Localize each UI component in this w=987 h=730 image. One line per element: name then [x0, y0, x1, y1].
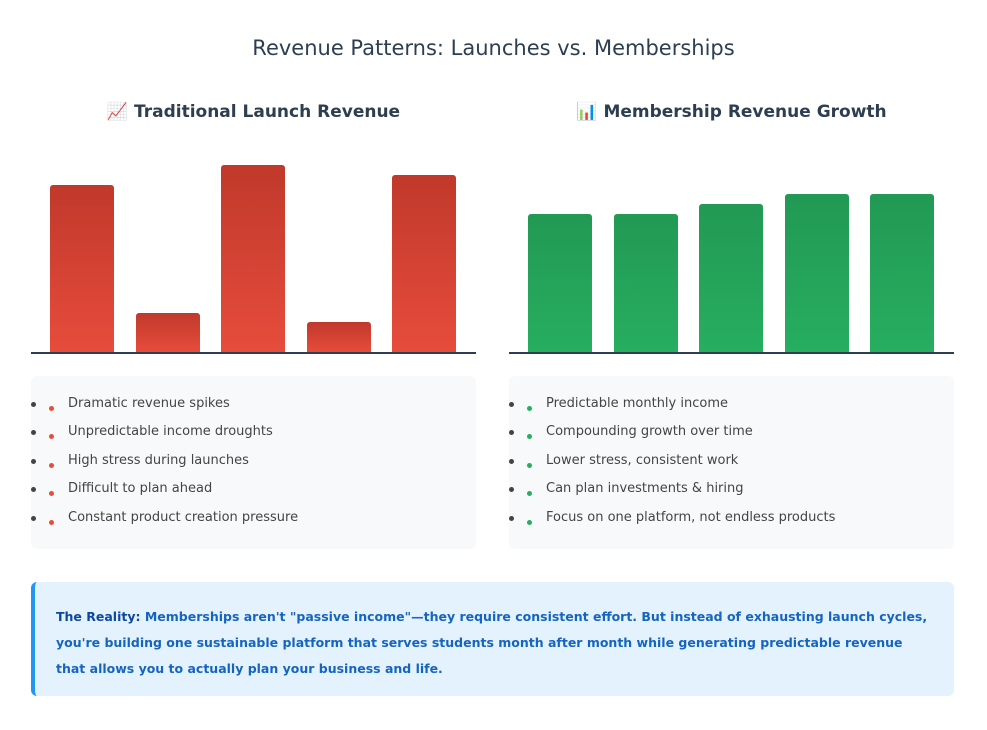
bullet-icon	[49, 406, 54, 411]
bar	[870, 194, 934, 352]
list-item-text: Focus on one platform, not endless produ…	[546, 509, 836, 525]
bullet-icon	[527, 406, 532, 411]
bullet-icon	[49, 462, 54, 468]
list-item: Lower stress, consistent work	[509, 447, 954, 475]
callout-label: The Reality:	[56, 609, 141, 624]
bar	[221, 164, 285, 352]
list-item-text: Can plan investments & hiring	[546, 481, 744, 497]
bullet-icon	[31, 487, 36, 493]
page-title: Revenue Patterns: Launches vs. Membershi…	[252, 36, 735, 60]
list-item: Focus on one platform, not endless produ…	[509, 504, 954, 532]
bullet-icon	[527, 491, 532, 497]
list-item: Can plan investments & hiring	[509, 475, 954, 503]
bullet-icon	[31, 430, 36, 436]
bullet-icon	[31, 402, 36, 407]
list-item: High stress during launches	[31, 447, 476, 475]
bar	[784, 194, 849, 352]
bar	[613, 214, 678, 352]
bullet-icon	[527, 434, 532, 440]
membership-chart-title: 📊 Membership Revenue Growth	[576, 102, 887, 122]
bullet-icon	[509, 515, 514, 521]
bullet-icon	[509, 487, 514, 493]
bullet-icon	[31, 515, 36, 521]
launch-chart-title: 📈 Traditional Launch Revenue	[106, 102, 401, 122]
list-item: Constant product creation pressure	[31, 504, 476, 532]
bullet-icon	[527, 519, 532, 525]
list-item-text: Predictable monthly income	[546, 396, 728, 411]
bullet-icon	[49, 491, 54, 497]
bullet-icon	[509, 402, 514, 407]
list-item: Difficult to plan ahead	[31, 475, 476, 503]
bullet-icon	[509, 458, 514, 464]
bar	[50, 184, 114, 352]
list-item: Predictable monthly income	[509, 390, 954, 418]
bullet-icon	[527, 462, 532, 468]
list-item-text: Unpredictable income droughts	[68, 424, 273, 440]
chart-increasing-icon: 📈	[106, 102, 129, 122]
list-item: Compounding growth over time	[509, 418, 954, 446]
list-item-text: Lower stress, consistent work	[546, 452, 739, 468]
launch-bar-chart	[31, 152, 476, 354]
list-item-text: Difficult to plan ahead	[68, 481, 213, 497]
list-item: Unpredictable income droughts	[31, 418, 476, 446]
list-item-text: High stress during launches	[68, 452, 249, 468]
list-item-text: Dramatic revenue spikes	[68, 396, 230, 411]
list-item-text: Compounding growth over time	[546, 424, 753, 440]
bar	[392, 174, 456, 352]
bullet-icon	[49, 434, 54, 440]
bar	[306, 322, 371, 352]
bullet-icon	[49, 519, 54, 525]
membership-column: 📊 Membership Revenue Growth Predictable …	[509, 98, 954, 549]
reality-callout: The Reality: Memberships aren't "passive…	[31, 582, 954, 696]
launch-column: 📈 Traditional Launch Revenue Dramatic re…	[31, 98, 476, 549]
bar	[135, 312, 200, 352]
bar	[699, 204, 763, 352]
launch-list: Dramatic revenue spikes Unpredictable inc…	[31, 376, 476, 549]
list-item-text: Constant product creation pressure	[68, 509, 299, 525]
bullet-icon	[509, 430, 514, 436]
list-item: Dramatic revenue spikes	[31, 390, 476, 418]
bar	[528, 214, 592, 352]
callout-text: Memberships aren't "passive income"—they…	[56, 609, 928, 676]
bar-chart-icon: 📊	[576, 102, 598, 122]
bullet-icon	[31, 458, 36, 464]
membership-bar-chart	[509, 152, 954, 354]
membership-list: Predictable monthly income Compounding gr…	[509, 376, 954, 549]
